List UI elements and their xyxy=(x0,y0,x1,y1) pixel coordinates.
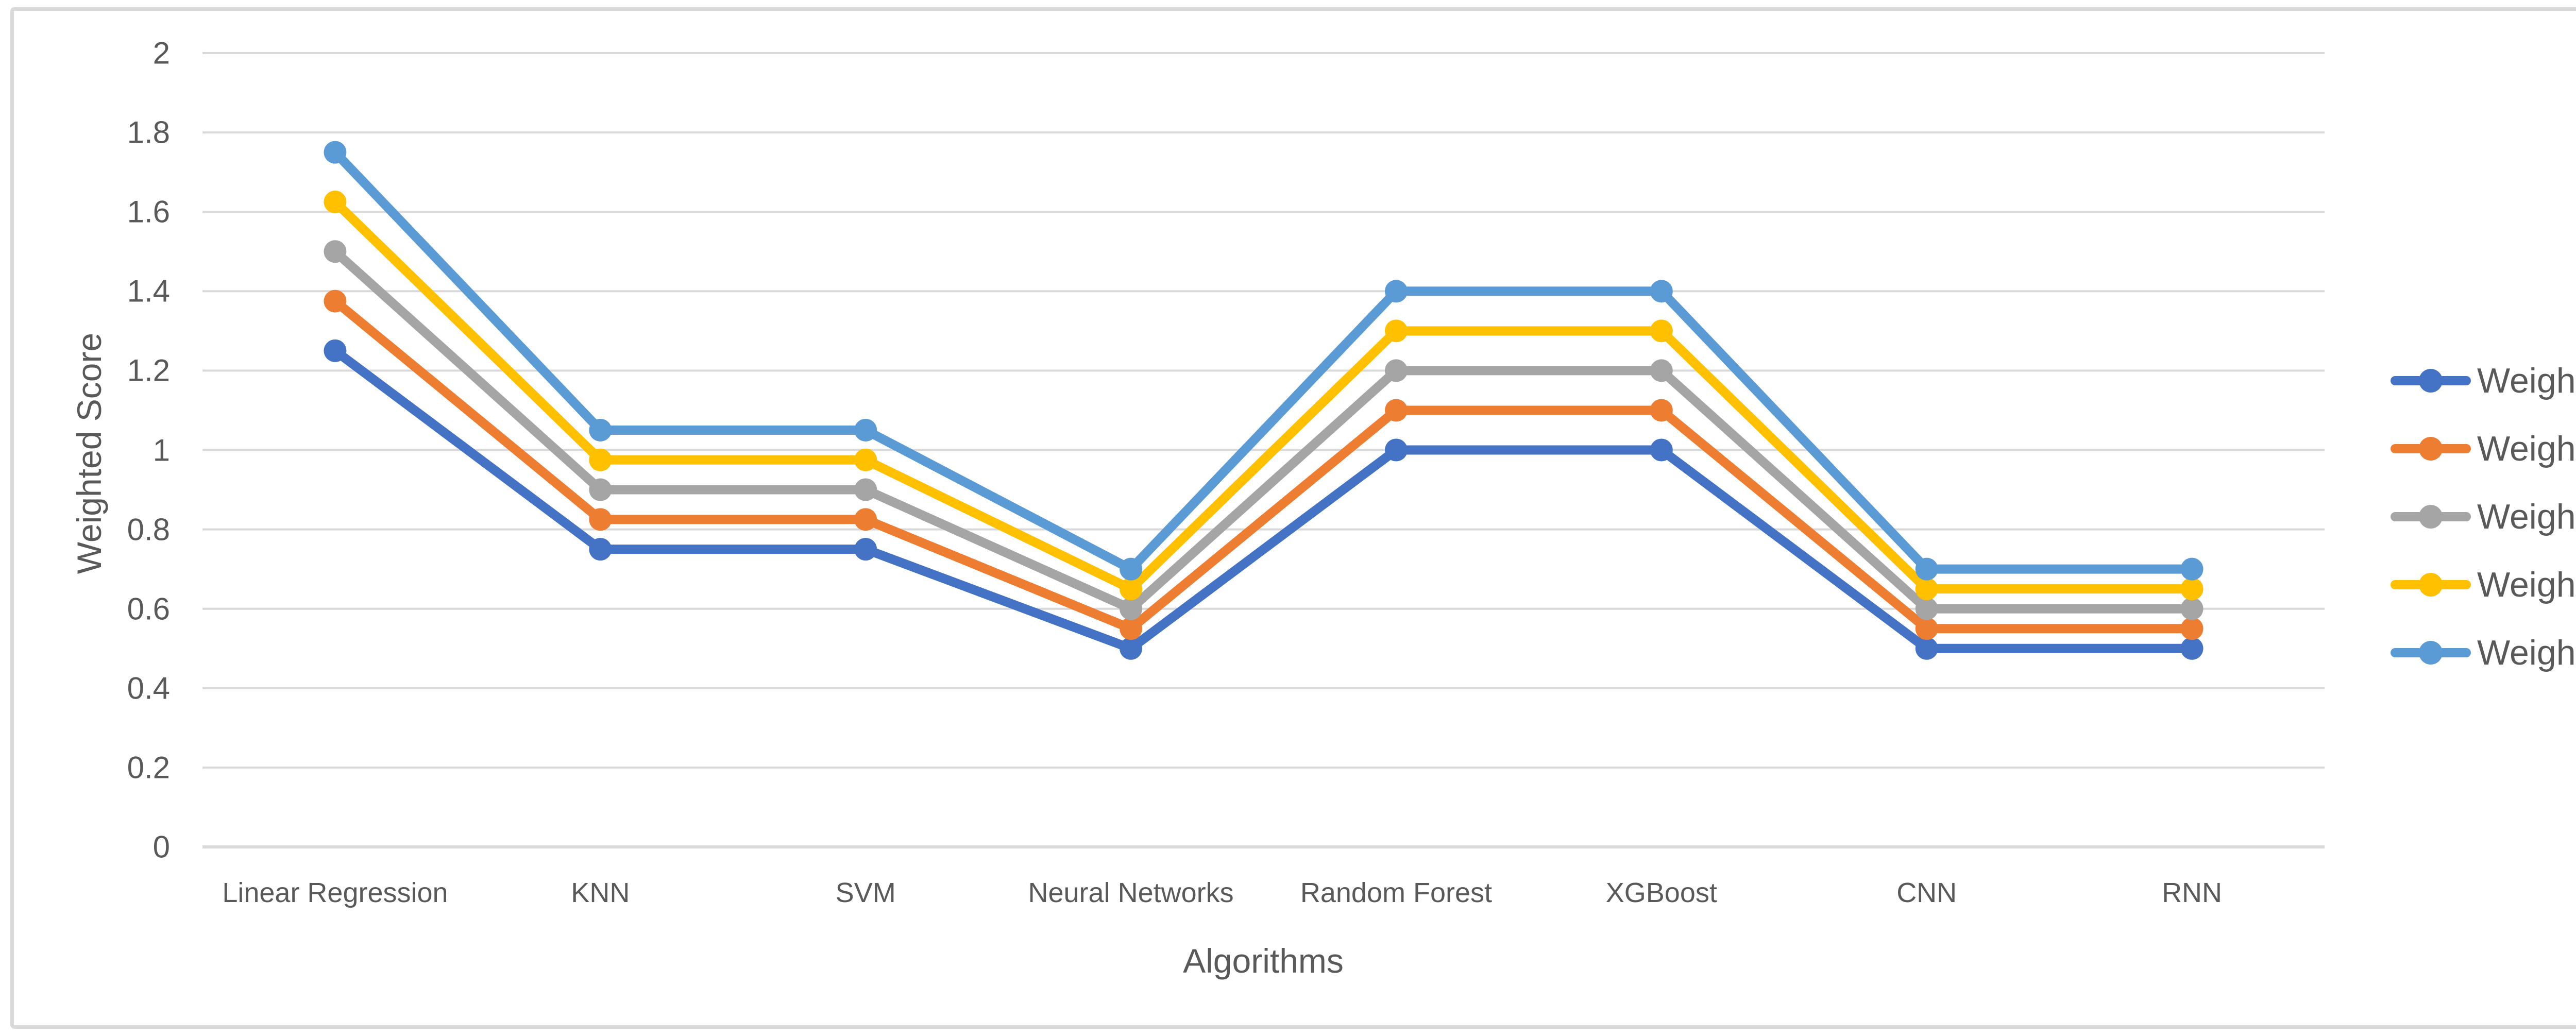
series-line-3 xyxy=(330,197,2197,594)
data-point xyxy=(2180,637,2204,660)
y-tick-label: 0.4 xyxy=(127,671,170,706)
x-axis-title: Algorithms xyxy=(1183,942,1344,980)
legend-item: Weight change: +0.10 xyxy=(2391,633,2576,672)
y-tick-label: 0.2 xyxy=(127,750,170,785)
data-point xyxy=(324,190,347,213)
legend-marker-dot xyxy=(2419,437,2443,461)
legend-item: Weight change: +0.00 xyxy=(2391,497,2576,536)
series-line-0 xyxy=(330,346,2197,653)
y-tick-label: 1.8 xyxy=(127,115,170,150)
legend-label: Weight change: +0.05 xyxy=(2477,565,2576,604)
figure-border xyxy=(10,7,2576,1029)
data-point xyxy=(589,448,612,471)
data-point xyxy=(1384,280,1408,303)
data-point xyxy=(854,478,877,501)
y-tick-label: 1 xyxy=(152,433,170,467)
data-point xyxy=(1650,359,1673,382)
legend-label: Weight change: -0.05 xyxy=(2477,429,2576,468)
y-tick-label: 1.6 xyxy=(127,194,170,229)
data-point xyxy=(2180,557,2204,581)
legend-line-marker-icon xyxy=(2391,369,2471,393)
y-tick-label: 2 xyxy=(152,36,170,71)
data-point xyxy=(1384,319,1408,343)
data-point xyxy=(324,240,347,263)
data-point xyxy=(1650,399,1673,422)
data-point xyxy=(2180,578,2204,601)
y-axis-title: Weighted Score xyxy=(70,332,108,574)
series-line-4 xyxy=(330,147,2197,574)
x-category-label: Random Forest xyxy=(1300,877,1493,908)
legend-line-marker-icon xyxy=(2391,505,2471,529)
legend-marker-dot xyxy=(2419,505,2443,529)
x-category-label: SVM xyxy=(835,877,896,908)
data-point xyxy=(1915,597,1938,620)
series-line-2 xyxy=(330,247,2197,614)
data-point xyxy=(1650,280,1673,303)
data-point xyxy=(854,508,877,531)
y-tick-label: 0.8 xyxy=(127,512,170,547)
legend-line-marker-icon xyxy=(2391,641,2471,665)
x-category-label: Neural Networks xyxy=(1028,877,1234,908)
data-point xyxy=(324,290,347,313)
data-point xyxy=(1120,637,1143,660)
legend-marker-dot xyxy=(2419,641,2443,665)
legend-label: Weight change: +0.00 xyxy=(2477,497,2576,536)
x-category-label: Linear Regression xyxy=(222,877,448,908)
data-point xyxy=(1915,578,1938,601)
y-tick-label: 1.2 xyxy=(127,353,170,388)
y-tick-label: 1.4 xyxy=(127,274,170,309)
y-tick-label: 0.6 xyxy=(127,591,170,626)
data-point xyxy=(2180,617,2204,640)
legend-marker-dot xyxy=(2419,573,2443,597)
legend-item: Weight change: -0.10 xyxy=(2391,361,2576,400)
legend-label: Weight change: -0.10 xyxy=(2477,361,2576,400)
data-point xyxy=(1384,399,1408,422)
x-category-label: RNN xyxy=(2162,877,2223,908)
data-point xyxy=(589,478,612,501)
data-point xyxy=(1384,438,1408,462)
data-point xyxy=(1384,359,1408,382)
data-point xyxy=(324,141,347,164)
data-point xyxy=(324,339,347,362)
series-line-1 xyxy=(330,296,2197,634)
data-point xyxy=(589,508,612,531)
legend-item: Weight change: +0.05 xyxy=(2391,565,2576,604)
data-point xyxy=(854,538,877,561)
x-category-label: KNN xyxy=(571,877,630,908)
data-point xyxy=(1120,617,1143,640)
y-tick-label: 0 xyxy=(152,829,170,864)
data-point xyxy=(1915,557,1938,581)
legend-line-marker-icon xyxy=(2391,573,2471,597)
x-category-label: XGBoost xyxy=(1605,877,1717,908)
data-point xyxy=(854,448,877,471)
data-point xyxy=(2180,597,2204,620)
legend-line-marker-icon xyxy=(2391,437,2471,461)
data-point xyxy=(1915,617,1938,640)
data-point xyxy=(854,418,877,441)
legend-label: Weight change: +0.10 xyxy=(2477,633,2576,672)
data-point xyxy=(1120,578,1143,601)
legend-marker-dot xyxy=(2419,369,2443,393)
data-point xyxy=(1650,319,1673,343)
data-point xyxy=(1650,438,1673,462)
data-point xyxy=(589,538,612,561)
data-point xyxy=(1915,637,1938,660)
data-point xyxy=(1120,597,1143,620)
data-point xyxy=(1120,557,1143,581)
legend-item: Weight change: -0.05 xyxy=(2391,429,2576,468)
x-category-label: CNN xyxy=(1896,877,1957,908)
data-point xyxy=(589,418,612,441)
